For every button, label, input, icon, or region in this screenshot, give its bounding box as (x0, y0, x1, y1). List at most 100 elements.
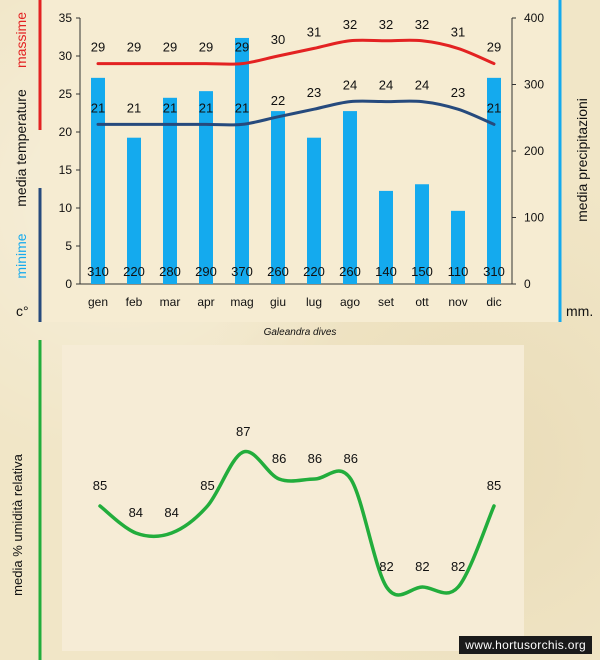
x-tick-label: mar (160, 295, 181, 309)
massime-label: massime (13, 12, 29, 68)
minime-data-label: 21 (91, 100, 105, 115)
precip-data-label: 110 (448, 264, 469, 279)
precip-data-label: 220 (303, 264, 325, 279)
x-tick-label: apr (197, 295, 214, 309)
x-tick-label: lug (306, 295, 322, 309)
data-labels: 29 29 29 29 29 30 31 32 32 32 31 29 21 21 21 21 21 22 23 24… (87, 17, 505, 279)
precip-bar (163, 97, 177, 284)
left-tick-label: 20 (59, 125, 73, 139)
humidity-line (98, 449, 496, 597)
precip-bar (91, 77, 105, 284)
temperature-axis-label: media temperature (13, 89, 29, 207)
right-tick-label: 200 (524, 144, 544, 158)
massime-data-label: 32 (379, 17, 393, 32)
humidity-data-label: 85 (93, 478, 107, 493)
massime-data-label: 32 (415, 17, 429, 32)
precip-data-label: 140 (375, 264, 397, 279)
minime-data-label: 21 (127, 100, 141, 115)
humidity-data-label: 82 (451, 559, 465, 574)
precip-bar (487, 77, 501, 284)
left-tick-label: 30 (59, 49, 73, 63)
x-tick-label: giu (270, 295, 286, 309)
massime-data-label: 29 (91, 40, 105, 55)
x-tick-label: mag (230, 295, 253, 309)
precip-bar (235, 37, 249, 285)
watermark: www.hortusorchis.org (459, 636, 592, 654)
humidity-data-label: 86 (272, 451, 286, 466)
x-tick-label: set (378, 295, 395, 309)
left-tick-label: 15 (59, 163, 73, 177)
precip-bar (415, 184, 429, 284)
x-tick-label: feb (126, 295, 143, 309)
left-tick-label: 10 (59, 201, 73, 215)
humidity-data-label: 87 (236, 424, 250, 439)
massime-data-label: 29 (199, 40, 213, 55)
precip-data-label: 280 (159, 264, 181, 279)
minime-data-label: 21 (235, 100, 249, 115)
precip-bar (199, 91, 213, 285)
left-tick-label: 0 (65, 277, 72, 291)
massime-line (96, 38, 496, 66)
minime-label: minime (13, 233, 29, 278)
precip-bar (343, 111, 357, 284)
right-tick-label: 400 (524, 11, 544, 25)
minime-data-label: 22 (271, 93, 285, 108)
humidity-data-label: 86 (343, 451, 357, 466)
x-tick-label: ott (415, 295, 429, 309)
humidity-data-label: 85 (487, 478, 501, 493)
humidity-data-label: 86 (308, 451, 322, 466)
right-unit-label: mm. (566, 303, 593, 319)
right-tick-label: 100 (524, 211, 544, 225)
precip-data-label: 260 (339, 264, 361, 279)
humidity-data-label: 84 (164, 505, 178, 520)
minime-line (96, 99, 496, 127)
x-tick-label: gen (88, 295, 108, 309)
massime-data-label: 32 (343, 17, 357, 32)
humidity-data-label: 82 (415, 559, 429, 574)
lower-chart-panel (62, 345, 524, 651)
humidity-chart: 85 84 84 85 87 86 86 86 82 82 82 85 (93, 424, 501, 597)
left-tick-label: 35 (59, 11, 73, 25)
x-tick-label: nov (448, 295, 467, 309)
minime-data-label: 24 (379, 78, 393, 93)
x-tick-label: ago (340, 295, 360, 309)
massime-data-label: 29 (127, 40, 141, 55)
precip-bar (271, 111, 285, 284)
left-tick-label: 5 (65, 239, 72, 253)
minime-data-label: 23 (307, 85, 321, 100)
massime-data-label: 31 (307, 24, 321, 39)
massime-data-label: 31 (451, 24, 465, 39)
humidity-data-label: 82 (379, 559, 393, 574)
precip-bar (451, 210, 465, 284)
humidity-data-label: 85 (200, 478, 214, 493)
minime-data-label: 24 (343, 78, 357, 93)
precip-data-label: 290 (195, 264, 217, 279)
minime-data-label: 23 (451, 85, 465, 100)
precipitation-bars (91, 37, 501, 285)
minime-data-label: 21 (199, 100, 213, 115)
precipitation-axis-label: media precipitazioni (574, 98, 590, 222)
minime-data-label: 21 (487, 100, 501, 115)
chart-title: Galeandra dives (264, 327, 337, 338)
left-tick-label: 25 (59, 87, 73, 101)
humidity-axis-label: media % umidità relativa (10, 453, 25, 595)
precip-data-label: 150 (411, 264, 433, 279)
precip-bar (127, 137, 141, 284)
upper-chart-panel (40, 0, 560, 322)
massime-data-label: 29 (487, 40, 501, 55)
temperature-lines (96, 38, 496, 127)
precip-data-label: 220 (123, 264, 145, 279)
axes: 0 5 10 15 20 25 30 35 0 100 200 300 400 gen feb mar apr m… (59, 11, 545, 309)
left-unit-label: c° (16, 303, 29, 319)
massime-data-label: 30 (271, 32, 285, 47)
precip-data-label: 310 (87, 264, 109, 279)
precip-data-label: 370 (231, 264, 253, 279)
precip-bar (379, 190, 393, 284)
right-tick-label: 300 (524, 78, 544, 92)
precip-data-label: 260 (267, 264, 289, 279)
minime-data-label: 21 (163, 100, 177, 115)
massime-data-label: 29 (235, 40, 249, 55)
precip-bar (307, 137, 321, 284)
minime-data-label: 24 (415, 78, 429, 93)
humidity-data-label: 84 (129, 505, 143, 520)
